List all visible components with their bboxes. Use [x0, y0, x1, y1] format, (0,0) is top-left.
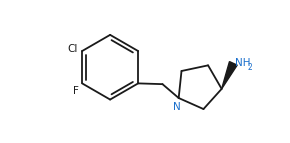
Text: F: F: [73, 86, 79, 96]
Text: N: N: [173, 102, 181, 112]
Text: Cl: Cl: [67, 44, 77, 54]
Text: NH: NH: [235, 58, 250, 68]
Text: 2: 2: [247, 63, 252, 73]
Polygon shape: [222, 62, 237, 89]
